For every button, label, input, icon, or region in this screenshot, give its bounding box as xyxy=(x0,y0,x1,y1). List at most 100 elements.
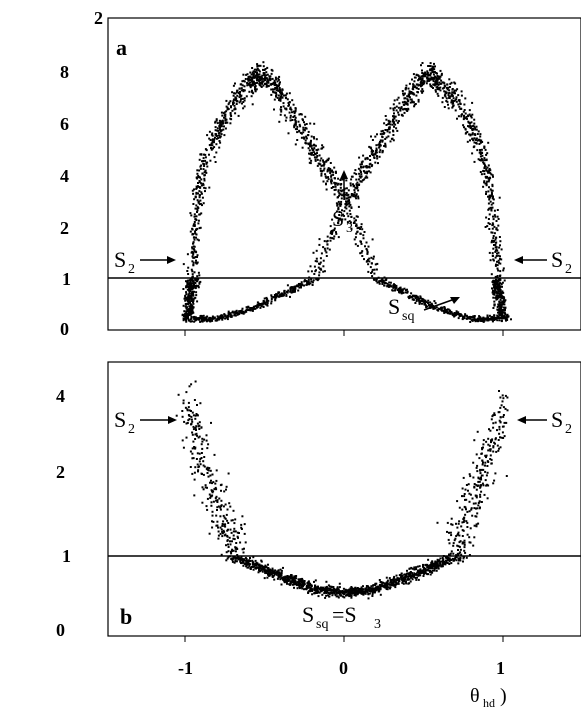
scatter-point xyxy=(502,316,505,319)
scatter-point xyxy=(487,222,490,225)
scatter-point xyxy=(323,270,326,273)
scatter-point xyxy=(200,316,203,319)
scatter-point xyxy=(321,589,324,592)
scatter-point xyxy=(476,319,478,322)
scatter-point xyxy=(236,100,239,103)
scatter-point xyxy=(229,112,232,114)
scatter-point xyxy=(245,560,248,563)
scatter-point xyxy=(299,283,302,286)
scatter-point xyxy=(263,69,266,71)
scatter-point xyxy=(458,506,461,509)
scatter-point xyxy=(502,437,505,439)
svg-text:3: 3 xyxy=(374,617,381,632)
scatter-point xyxy=(491,415,494,418)
scatter-point xyxy=(353,189,356,192)
scatter-point xyxy=(485,168,488,171)
scatter-point xyxy=(402,108,404,111)
scatter-point xyxy=(482,461,484,464)
scatter-point xyxy=(233,104,236,107)
scatter-point xyxy=(343,596,346,599)
scatter-point xyxy=(457,559,460,562)
scatter-point xyxy=(483,159,486,162)
scatter-point xyxy=(202,160,205,162)
scatter-point xyxy=(197,201,200,204)
scatter-point xyxy=(324,586,327,589)
scatter-point xyxy=(445,91,448,94)
scatter-point xyxy=(500,404,503,407)
scatter-point xyxy=(274,569,277,572)
scatter-point xyxy=(273,81,276,84)
scatter-point xyxy=(421,62,424,64)
scatter-point xyxy=(246,84,249,87)
scatter-point xyxy=(200,164,203,167)
scatter-point xyxy=(316,155,319,157)
scatter-point xyxy=(257,64,260,67)
scatter-point xyxy=(316,158,319,161)
scatter-point xyxy=(280,108,283,111)
scatter-point xyxy=(452,544,455,547)
scatter-point xyxy=(301,582,304,585)
scatter-point xyxy=(488,251,491,254)
scatter-point xyxy=(234,108,237,111)
scatter-point xyxy=(374,151,377,154)
scatter-point xyxy=(215,524,218,527)
scatter-point xyxy=(334,588,337,591)
scatter-point xyxy=(434,307,437,310)
scatter-point xyxy=(447,538,450,541)
scatter-point xyxy=(198,282,201,285)
scatter-point xyxy=(249,566,252,569)
scatter-point xyxy=(450,81,453,84)
scatter-point xyxy=(471,113,474,116)
scatter-point xyxy=(379,585,382,588)
scatter-point xyxy=(381,129,384,132)
scatter-point xyxy=(327,592,330,594)
scatter-point xyxy=(195,187,198,190)
scatter-point xyxy=(232,103,234,106)
scatter-point xyxy=(293,115,296,117)
scatter-point xyxy=(487,437,490,440)
scatter-point xyxy=(187,317,189,320)
scatter-point xyxy=(290,108,293,111)
scatter-point xyxy=(200,184,203,187)
scatter-point xyxy=(496,264,499,267)
scatter-point xyxy=(404,580,407,583)
scatter-point xyxy=(454,109,457,112)
scatter-point xyxy=(192,203,195,205)
scatter-point xyxy=(259,566,261,568)
scatter-point xyxy=(257,69,260,72)
scatter-point xyxy=(246,566,249,569)
scatter-point xyxy=(443,82,446,85)
scatter-point xyxy=(201,486,204,489)
scatter-point xyxy=(198,428,201,430)
scatter-point xyxy=(342,587,345,590)
scatter-point xyxy=(280,93,283,96)
scatter-point xyxy=(493,304,496,307)
scatter-point xyxy=(491,291,494,294)
scatter-point xyxy=(265,566,268,569)
scatter-point xyxy=(247,566,250,569)
scatter-point xyxy=(252,92,255,95)
scatter-point xyxy=(419,574,422,577)
scatter-point xyxy=(412,86,415,89)
scatter-point xyxy=(291,583,294,586)
scatter-point xyxy=(196,434,198,437)
scatter-point xyxy=(499,274,502,277)
scatter-point xyxy=(491,183,494,186)
scatter-point xyxy=(286,98,289,101)
scatter-point xyxy=(496,291,499,294)
scatter-point xyxy=(226,106,229,109)
scatter-point xyxy=(283,289,286,292)
scatter-point xyxy=(241,102,243,105)
scatter-point xyxy=(492,446,495,449)
scatter-point xyxy=(206,472,209,474)
scatter-point xyxy=(303,583,305,586)
scatter-point xyxy=(419,76,422,79)
scatter-point xyxy=(265,71,268,74)
scatter-point xyxy=(190,295,193,298)
scatter-point xyxy=(251,67,254,69)
scatter-point xyxy=(498,303,501,306)
scatter-point xyxy=(215,495,218,498)
scatter-point xyxy=(393,122,395,124)
scatter-point xyxy=(240,98,242,101)
scatter-point xyxy=(198,213,201,216)
